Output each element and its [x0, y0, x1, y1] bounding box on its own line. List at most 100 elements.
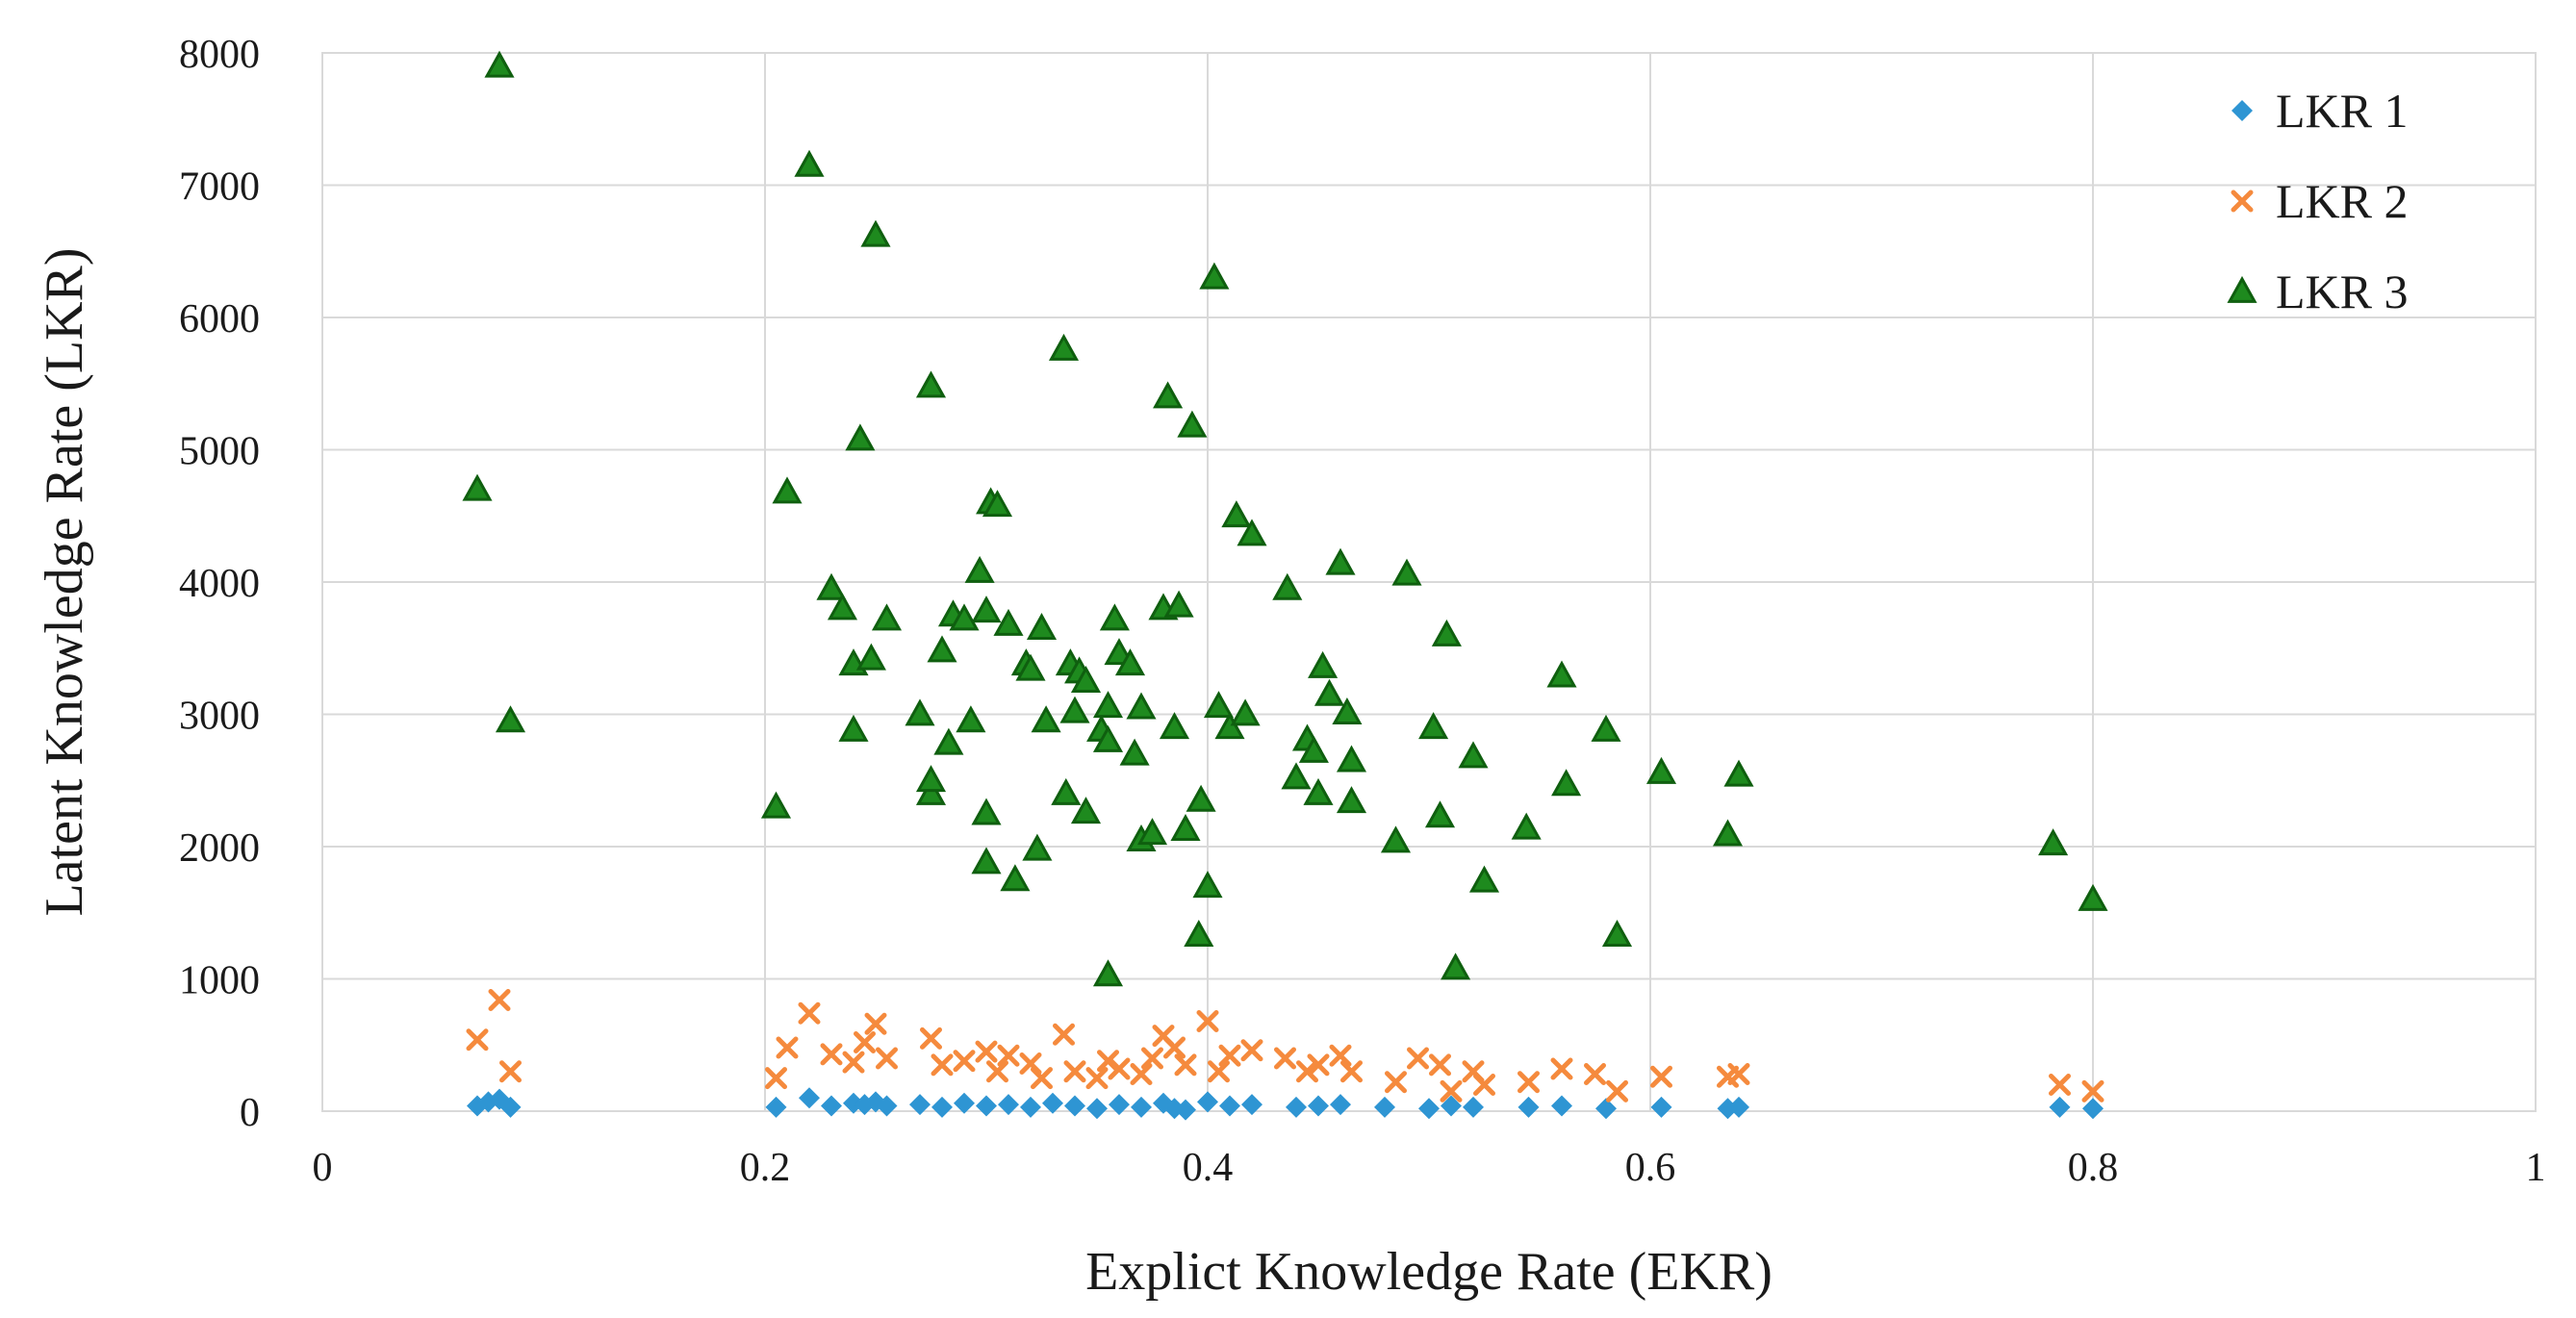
data-point: [1650, 1065, 1672, 1088]
data-point: [1086, 1098, 1108, 1120]
data-point: [1031, 1067, 1053, 1090]
data-point: [915, 777, 947, 805]
data-point: [976, 1095, 997, 1117]
series-3: [462, 50, 2108, 987]
data-point: [953, 1050, 976, 1073]
x-tick-labels: 0 0.2 0.4 0.6 0.8 1: [313, 1146, 2546, 1190]
data-point: [1606, 1079, 1628, 1103]
data-point: [1159, 712, 1190, 740]
data-point: [1468, 865, 1500, 893]
data-point: [1329, 1044, 1352, 1067]
data-point: [909, 1094, 931, 1116]
legend-label: LKR 3: [2276, 265, 2409, 318]
data-point: [1723, 759, 1754, 787]
data-point: [1550, 1057, 1573, 1080]
x-tick-label: 1: [2526, 1146, 2546, 1190]
legend-item: LKR 2: [2231, 174, 2409, 228]
data-point: [1380, 825, 1412, 853]
data-point: [1230, 698, 1261, 726]
data-point: [1064, 1095, 1085, 1117]
data-point: [1518, 1096, 1540, 1118]
data-point: [1441, 952, 1471, 980]
data-point: [2049, 1074, 2071, 1096]
data-point: [1518, 1071, 1540, 1094]
data-points: [462, 50, 2108, 1121]
data-point: [1286, 1096, 1307, 1118]
data-point: [1314, 678, 1345, 706]
data-point: [1391, 558, 1422, 586]
data-point: [1130, 1063, 1153, 1085]
data-point: [1308, 650, 1339, 678]
data-point: [1163, 1036, 1186, 1059]
data-point: [845, 423, 876, 451]
data-point: [1463, 1096, 1484, 1118]
data-point: [1551, 1095, 1572, 1117]
data-point: [1645, 756, 1677, 784]
gridlines: [321, 52, 2537, 1112]
y-axis-title: Latent Knowledge Rate (LKR): [35, 247, 94, 916]
data-point: [1296, 1060, 1318, 1083]
data-point: [971, 847, 1002, 874]
data-point: [1650, 1096, 1672, 1118]
data-point: [1114, 648, 1146, 676]
data-point: [1020, 1096, 1041, 1118]
data-point: [927, 635, 957, 663]
legend-label: LKR 1: [2276, 84, 2409, 138]
data-point: [1000, 864, 1031, 892]
data-point: [799, 1087, 820, 1109]
data-point: [1303, 777, 1334, 805]
data-point: [1601, 920, 1633, 948]
data-point: [1418, 1098, 1440, 1120]
data-point: [1308, 1095, 1329, 1117]
data-point: [842, 1051, 865, 1074]
data-point: [760, 791, 792, 819]
data-point: [466, 1028, 489, 1052]
data-point: [2038, 828, 2069, 856]
data-point: [1424, 800, 1456, 828]
data-point: [949, 603, 980, 631]
data-point: [1418, 712, 1449, 740]
data-point: [971, 596, 1002, 623]
data-point: [1070, 797, 1102, 824]
data-point: [838, 714, 869, 742]
data-point: [986, 1060, 1008, 1083]
data-point: [1591, 714, 1621, 742]
data-point: [905, 698, 935, 726]
data-point: [1407, 1047, 1429, 1070]
data-point: [1108, 1057, 1131, 1080]
data-point: [488, 989, 511, 1011]
data-point: [1199, 262, 1230, 290]
series-2: [466, 989, 2104, 1103]
data-point: [1336, 786, 1367, 814]
data-point: [2081, 1079, 2104, 1103]
data-point: [1584, 1063, 1606, 1085]
x-tick-label: 0.8: [2068, 1146, 2119, 1190]
data-point: [1031, 705, 1061, 733]
data-point: [1153, 381, 1184, 409]
data-point: [1727, 1063, 1750, 1085]
data-point: [1051, 777, 1082, 805]
data-point: [1274, 1047, 1296, 1070]
data-point: [1440, 1079, 1463, 1103]
data-point: [1712, 819, 1744, 847]
data-point: [462, 473, 493, 501]
data-point: [954, 1092, 975, 1114]
data-point: [1546, 660, 1577, 688]
data-point: [1237, 519, 1267, 546]
data-point: [495, 705, 526, 733]
y-tick-label: 3000: [179, 695, 260, 739]
data-point: [876, 1047, 898, 1070]
x-tick-label: 0.6: [1625, 1146, 1676, 1190]
data-point: [765, 1096, 787, 1118]
legend-marker: [2227, 275, 2257, 303]
data-point: [776, 1036, 799, 1059]
data-point: [1221, 500, 1252, 528]
data-point: [1431, 619, 1462, 646]
data-point: [1099, 603, 1130, 631]
data-point: [1551, 769, 1582, 797]
data-point: [915, 765, 947, 793]
data-point: [1131, 1096, 1152, 1118]
data-point: [1325, 547, 1356, 575]
data-point: [1184, 920, 1214, 948]
data-point: [765, 1067, 787, 1090]
